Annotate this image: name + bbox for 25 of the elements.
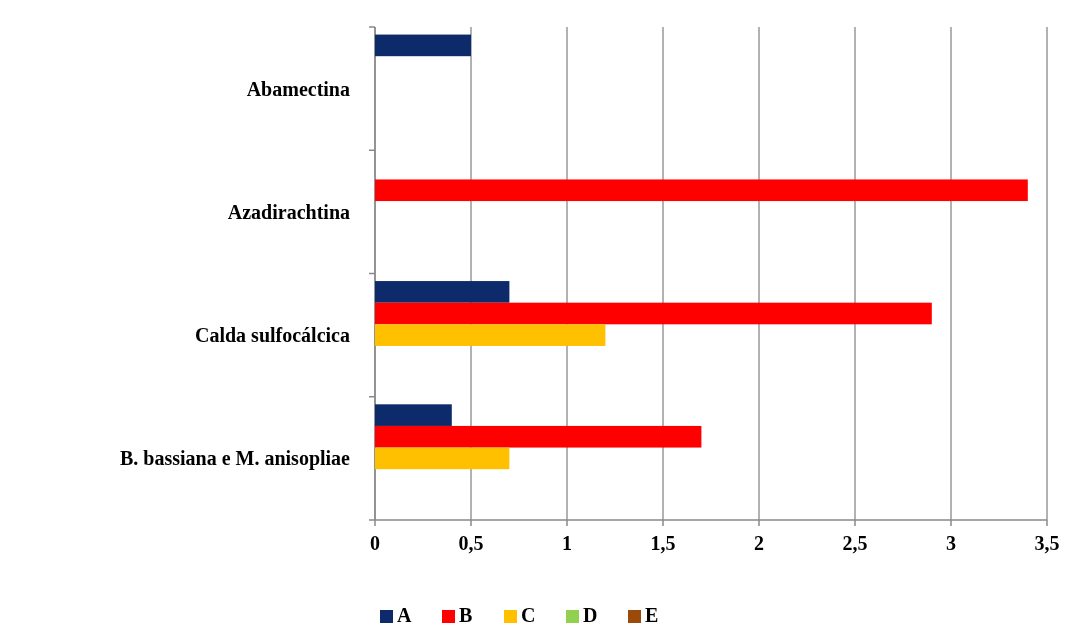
bar [375,447,510,470]
x-tick-label: 0,5 [458,532,484,554]
y-tick-label: Abamectina [246,77,350,100]
y-tick-label: Calda sulfocálcica [195,324,350,347]
x-tick-label: 0 [370,532,380,554]
legend-label: B [459,604,473,626]
x-tick-label: 3,5 [1034,532,1060,554]
bar [375,324,606,346]
y-tick-label: Azadirachtina [227,200,350,223]
x-tick-label: 3 [946,532,956,554]
legend-label: A [397,604,412,626]
bar [375,302,932,325]
x-tick-label: 2 [754,532,764,554]
legend-label: C [521,604,536,626]
x-tick-label: 1 [562,532,572,554]
legend-label: D [583,604,598,626]
bar [375,404,452,426]
bar [375,425,702,448]
x-tick-label: 2,5 [842,532,868,554]
bar [375,34,471,57]
x-tick-label: 1,5 [650,532,676,554]
bar [375,281,510,303]
legend-label: E [645,604,659,626]
y-tick-label: B. bassiana e M. anisopliae [119,447,351,471]
bar [375,179,1028,202]
